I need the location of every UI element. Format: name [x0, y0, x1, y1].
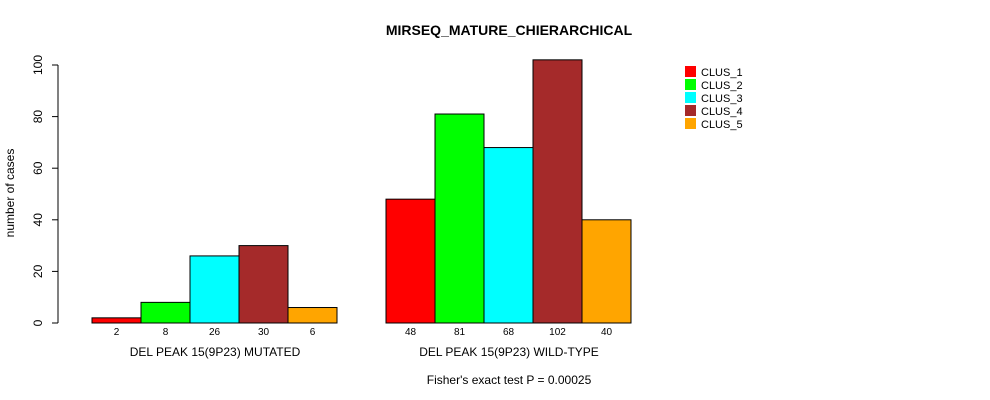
bar-clus-2-group-2 — [434, 113, 485, 324]
chart-title: MIRSEQ_MATURE_CHIERARCHICAL — [386, 22, 633, 38]
bar-value-label: 30 — [258, 327, 270, 338]
legend-label: CLUS_3 — [701, 93, 743, 105]
bar-clus-3-group-2 — [483, 147, 534, 324]
legend-swatch — [685, 79, 696, 90]
bar-value-label: 68 — [503, 327, 515, 338]
bar-value-labels: 2 8 26 30 6 48 81 68 102 40 — [114, 327, 613, 338]
bars — [91, 59, 632, 324]
bar-value-label: 26 — [209, 327, 221, 338]
legend-label: CLUS_4 — [701, 106, 743, 118]
bar-value-label: 40 — [601, 327, 613, 338]
bar-clus-3-group-1 — [189, 255, 240, 324]
legend-label: CLUS_1 — [701, 67, 743, 79]
y-tick-label: 80 — [31, 110, 45, 124]
y-tick-label: 20 — [31, 264, 45, 278]
bar-clus-1-group-2 — [385, 198, 436, 324]
bar-value-label: 6 — [310, 327, 316, 338]
group-label-wild-type: DEL PEAK 15(9P23) WILD-TYPE — [419, 345, 599, 359]
bar-clus-5-group-1 — [287, 307, 338, 324]
legend-swatch — [685, 92, 696, 103]
y-tick-label: 40 — [31, 213, 45, 227]
bar-value-label: 2 — [114, 327, 120, 338]
bar-clus-4-group-2 — [532, 59, 583, 324]
bar-clus-4-group-1 — [238, 245, 289, 324]
y-tick-label: 60 — [31, 161, 45, 175]
y-axis: 0 20 40 60 80 100 — [31, 55, 59, 326]
legend-label: CLUS_5 — [701, 119, 743, 131]
bar-clus-2-group-1 — [140, 301, 191, 324]
bar-value-label: 48 — [405, 327, 417, 338]
y-tick-label: 100 — [31, 55, 45, 75]
group-label-mutated: DEL PEAK 15(9P23) MUTATED — [130, 345, 301, 359]
bar-clus-1-group-1 — [91, 317, 142, 324]
legend-swatch — [685, 118, 696, 129]
bar-value-label: 102 — [549, 327, 566, 338]
legend-label: CLUS_2 — [701, 80, 743, 92]
y-tick-label: 0 — [31, 319, 45, 326]
y-axis-label: number of cases — [3, 149, 17, 238]
bar-value-label: 8 — [163, 327, 169, 338]
legend-swatch — [685, 66, 696, 77]
bar-value-label: 81 — [454, 327, 466, 338]
footnote: Fisher's exact test P = 0.00025 — [427, 373, 592, 387]
legend-swatch — [685, 105, 696, 116]
bar-clus-5-group-2 — [581, 219, 632, 324]
